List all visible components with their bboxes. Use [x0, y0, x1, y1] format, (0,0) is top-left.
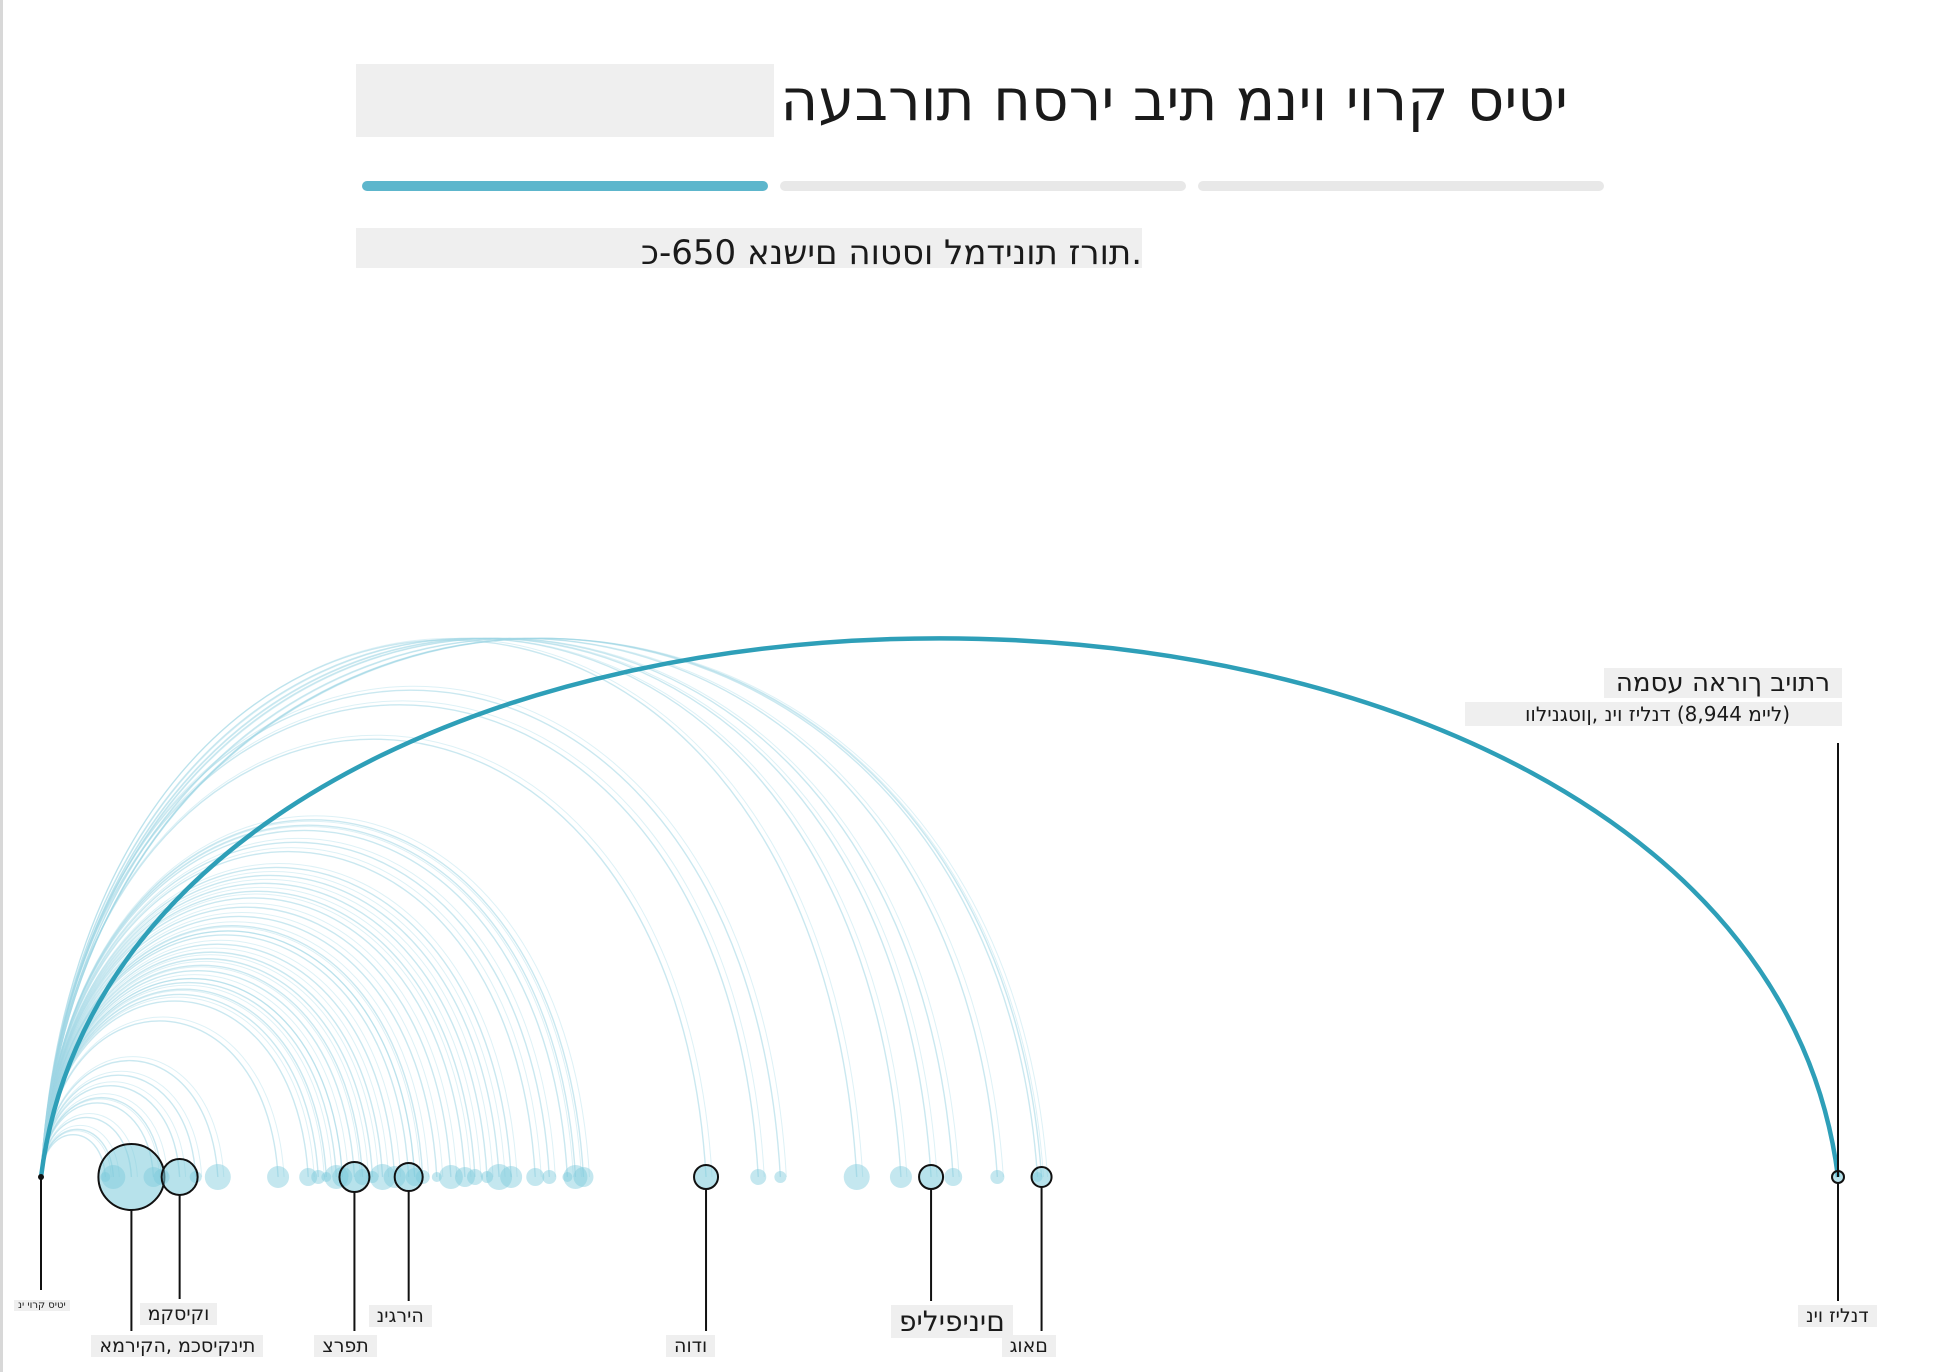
arc-28 [40, 824, 577, 1178]
arc-42 [40, 637, 932, 1178]
bubble-26 [542, 1170, 557, 1184]
destination-bubbles [97, 1143, 1845, 1331]
subtitle: .תורז תונידמל וסטוה םישנא 650-כ [640, 233, 1142, 273]
origin-label: יטיס קרוי ינ [14, 1300, 70, 1311]
bubble-23 [486, 1164, 513, 1190]
bubble-33 [889, 1166, 912, 1188]
subtitle-box: .תורז תונידמל וסטוה םישנא 650-כ [356, 228, 1142, 273]
bubble-םיניפיליפ [918, 1164, 945, 1190]
arc-22 [40, 882, 488, 1178]
bubble-18 [431, 1172, 442, 1182]
arc-echo-29 [40, 815, 590, 1178]
arc-19 [40, 906, 452, 1178]
destination-label-4: ודוה [666, 1335, 716, 1357]
arc-27 [40, 829, 569, 1178]
bubble-9 [321, 1172, 332, 1182]
arc-echo-43 [40, 638, 1049, 1178]
bubble-25 [526, 1168, 545, 1186]
destination-label-3: הירגינ [368, 1305, 432, 1327]
arc-43 [40, 637, 1043, 1178]
arc-echo-15 [40, 939, 402, 1178]
bubble-30 [750, 1169, 767, 1185]
arc-18 [40, 915, 438, 1178]
bubble-34 [944, 1168, 963, 1186]
arc-echo-22 [40, 879, 494, 1178]
arc-14 [40, 951, 384, 1178]
bubble-14 [369, 1164, 396, 1190]
arc-25 [40, 851, 536, 1178]
arc-echo-32 [40, 638, 864, 1178]
destination-label-6: םאוג [1001, 1335, 1056, 1357]
bubble-22 [481, 1171, 494, 1183]
destination-label-1: וקיסקמ [139, 1303, 218, 1325]
bubble-31 [774, 1171, 787, 1183]
arc-23 [40, 874, 500, 1178]
left-border [0, 0, 3, 1372]
page-title: יטיס קרוי וינמ תיב ירסח תורבעה [774, 64, 1574, 137]
destination-label-0: תינקיסכמ ,הקירמא [91, 1335, 264, 1357]
arc-20 [40, 897, 466, 1178]
bubble-29 [573, 1167, 594, 1187]
bubble-21 [466, 1169, 483, 1185]
bubble-7 [299, 1168, 318, 1186]
arc-echo-39 [40, 966, 361, 1178]
arc-24 [40, 866, 512, 1178]
arc-40 [40, 934, 410, 1178]
bubble-הקירמא תוצרא [97, 1143, 166, 1211]
arc-30 [40, 704, 759, 1178]
arc-echo-26 [40, 838, 556, 1178]
progress-step-3 [1198, 181, 1604, 191]
arc-13 [40, 958, 374, 1178]
arc-26 [40, 841, 551, 1178]
arc-echo-21 [40, 887, 482, 1178]
highlight-detail: (ליימ 8,944) דנליז וינ ,ןוטגנילוו [1464, 702, 1842, 726]
bubble-8 [311, 1170, 326, 1184]
arc-29 [40, 819, 585, 1178]
bubble-24 [500, 1166, 523, 1188]
bubble-27 [562, 1172, 573, 1182]
arc-echo-42 [40, 637, 938, 1178]
bubble-וקיסקמ [160, 1158, 199, 1196]
arc-echo-25 [40, 847, 542, 1178]
arc-32 [40, 639, 858, 1178]
bubble-32 [843, 1164, 870, 1190]
arc-15 [40, 943, 396, 1178]
bubble-19 [438, 1165, 463, 1189]
bubble-תפרצ [338, 1161, 371, 1193]
destination-label-7: דנליז וינ [1798, 1305, 1877, 1327]
bubble-28 [563, 1165, 588, 1189]
arc-echo-24 [40, 863, 518, 1178]
longest-arc [38, 636, 1841, 1178]
title-box: יטיס קרוי וינמ תיב ירסח תורבעה [356, 64, 1574, 137]
destination-label-5: םיניפיליפ [891, 1305, 1013, 1338]
bubble-35 [990, 1170, 1005, 1184]
faint-arcs [40, 637, 1049, 1178]
bubble-ודוה [693, 1164, 720, 1190]
bubble-6 [267, 1166, 290, 1188]
bubble-5 [204, 1164, 231, 1190]
arc-echo-18 [40, 912, 444, 1178]
arc-echo-40 [40, 930, 416, 1178]
bubble-הירגינ [393, 1162, 424, 1192]
progress-step-1 [362, 181, 768, 191]
arc-21 [40, 890, 476, 1178]
destination-label-2: תפרצ [314, 1335, 377, 1357]
progress-step-2 [780, 181, 1186, 191]
bubble-20 [454, 1167, 475, 1187]
arc-echo-41 [40, 734, 713, 1178]
highlight-title: רתויב ךוראה עסמה [1603, 668, 1842, 698]
bubble-םאוג [1030, 1166, 1053, 1188]
